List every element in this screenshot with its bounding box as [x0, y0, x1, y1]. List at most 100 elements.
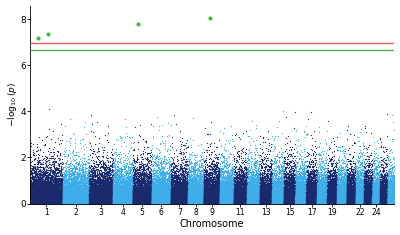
Point: [76, 198, 82, 202]
Point: [362, 188, 368, 192]
Point: [274, 197, 280, 201]
Point: [72, 165, 78, 169]
Point: [298, 200, 304, 204]
Point: [181, 200, 188, 204]
Point: [52, 198, 58, 202]
Point: [126, 200, 133, 204]
Point: [370, 185, 377, 189]
Point: [347, 194, 353, 197]
Point: [27, 200, 34, 204]
Point: [149, 184, 156, 187]
Point: [110, 192, 116, 196]
Point: [286, 200, 292, 204]
Point: [102, 194, 108, 198]
Point: [207, 182, 214, 185]
Point: [323, 181, 330, 185]
Point: [30, 199, 37, 202]
Point: [197, 187, 204, 191]
Point: [372, 176, 378, 180]
Point: [386, 193, 392, 197]
Point: [313, 200, 319, 204]
Point: [357, 201, 364, 204]
Point: [273, 201, 279, 205]
Point: [79, 200, 86, 204]
Point: [166, 196, 172, 200]
Point: [200, 198, 206, 202]
Point: [40, 194, 46, 198]
Point: [38, 187, 45, 190]
Point: [316, 200, 323, 204]
Point: [391, 188, 397, 192]
Point: [30, 196, 36, 200]
Point: [36, 199, 42, 202]
Point: [236, 202, 242, 205]
Point: [50, 196, 57, 200]
Point: [336, 201, 343, 205]
Point: [115, 198, 121, 202]
Point: [100, 195, 106, 199]
Point: [173, 194, 179, 198]
Point: [385, 197, 392, 201]
Point: [387, 184, 394, 187]
Point: [149, 195, 156, 199]
Point: [364, 164, 370, 167]
Point: [329, 201, 336, 204]
Point: [358, 189, 364, 192]
Point: [218, 200, 224, 204]
Point: [174, 192, 180, 196]
Point: [215, 193, 222, 197]
Point: [200, 195, 207, 198]
Point: [216, 175, 222, 179]
Point: [287, 191, 293, 195]
Point: [297, 187, 303, 191]
Point: [32, 187, 38, 191]
Point: [375, 200, 381, 203]
Point: [296, 175, 302, 179]
Point: [39, 188, 45, 192]
Point: [109, 201, 116, 205]
Point: [161, 192, 167, 195]
Point: [269, 187, 275, 191]
Point: [134, 201, 141, 204]
Point: [36, 199, 43, 203]
Point: [329, 201, 336, 205]
Point: [270, 192, 277, 196]
Point: [380, 197, 387, 200]
Point: [176, 192, 182, 196]
Point: [30, 201, 37, 205]
Point: [88, 186, 94, 189]
Point: [278, 200, 284, 204]
Point: [182, 188, 189, 192]
Point: [77, 198, 84, 202]
Point: [267, 197, 274, 201]
Point: [287, 200, 293, 204]
Point: [133, 193, 139, 197]
Point: [249, 195, 256, 198]
Point: [209, 160, 216, 164]
Point: [366, 188, 372, 192]
Point: [206, 194, 212, 197]
Point: [270, 201, 276, 205]
Point: [78, 186, 84, 190]
Point: [48, 198, 55, 202]
Point: [324, 194, 330, 198]
Point: [64, 189, 70, 193]
Point: [203, 190, 209, 194]
Point: [275, 195, 282, 199]
Point: [260, 196, 266, 200]
Point: [330, 199, 336, 202]
Point: [173, 199, 180, 203]
Point: [90, 198, 97, 202]
Point: [100, 180, 107, 184]
Point: [363, 192, 369, 196]
Point: [357, 198, 364, 202]
Point: [331, 169, 338, 172]
Point: [170, 187, 177, 190]
Point: [97, 183, 104, 187]
Point: [56, 196, 63, 200]
Point: [164, 197, 170, 201]
Point: [62, 189, 68, 193]
Point: [153, 196, 160, 200]
Point: [120, 202, 126, 205]
Point: [198, 197, 204, 201]
